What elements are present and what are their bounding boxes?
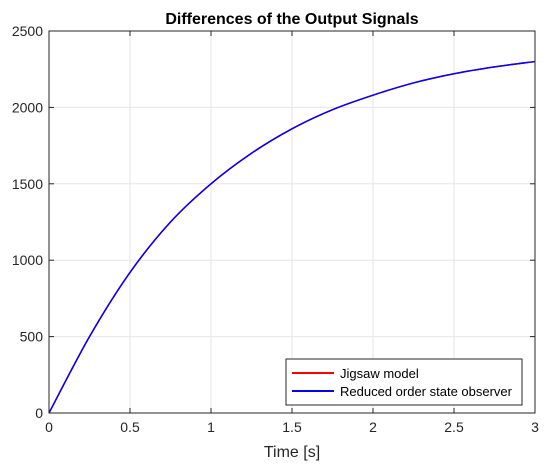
chart-title: Differences of the Output Signals [165, 11, 418, 28]
legend: Jigsaw model Reduced order state observe… [285, 358, 523, 406]
y-tick-label-2000: 2000 [12, 99, 43, 115]
x-tick-label-0: 0 [45, 419, 53, 435]
y-tick-label-1000: 1000 [12, 252, 43, 268]
x-tick-label-3: 3 [531, 419, 539, 435]
y-tick-label-1500: 1500 [12, 176, 43, 192]
y-tick-label-0: 0 [35, 405, 43, 421]
legend-label-reduced-order-state-observer: Reduced order state observer [340, 384, 513, 399]
legend-box [285, 358, 523, 406]
x-tick-label-1-5: 1.5 [282, 419, 302, 435]
series-line-reduced-order-state-observer [48, 60, 536, 414]
x-tick-label-0-5: 0.5 [120, 419, 140, 435]
tick-group: 0 0.5 1 1.5 2 2.5 3 0 500 1000 1500 2000 2500 [12, 23, 539, 435]
series-group [48, 60, 536, 414]
y-tick-label-2500: 2500 [12, 23, 43, 39]
x-tick-label-1: 1 [207, 419, 215, 435]
x-tick-label-2: 2 [369, 419, 377, 435]
y-tick-label-500: 500 [20, 329, 44, 345]
x-axis-label: Time [s] [264, 444, 320, 461]
legend-label-jigsaw-model: Jigsaw model [340, 366, 419, 381]
x-tick-label-2-5: 2.5 [444, 419, 464, 435]
